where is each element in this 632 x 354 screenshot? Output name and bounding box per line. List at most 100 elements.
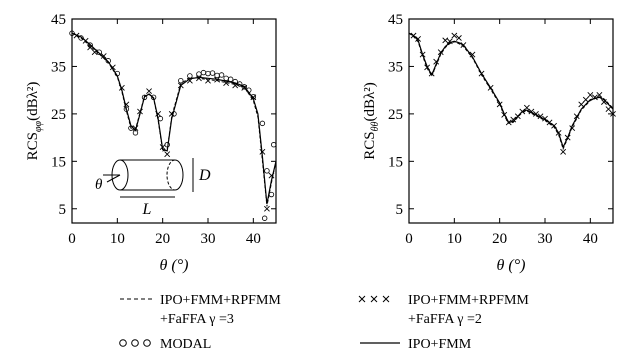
y-axis-label-main: RCS bbox=[25, 132, 41, 160]
y-axis-label-main: RCS bbox=[362, 131, 378, 159]
modal-point bbox=[164, 142, 170, 148]
cross-mark bbox=[578, 101, 585, 108]
x-tick-label: 0 bbox=[68, 231, 76, 247]
cross-point bbox=[437, 49, 444, 56]
y-axis-label-unit: (dBλ²) bbox=[362, 82, 378, 121]
x-tick-label: 30 bbox=[201, 231, 216, 247]
x-tick-label: 30 bbox=[538, 231, 553, 247]
cross-mark bbox=[514, 113, 521, 120]
legend-label: IPO+FMM bbox=[408, 337, 472, 352]
y-axis-label-unit: (dBλ²) bbox=[25, 82, 41, 121]
cross-mark bbox=[137, 108, 143, 115]
cross-point bbox=[410, 32, 417, 39]
modal-point bbox=[69, 30, 75, 36]
cross-point bbox=[591, 94, 598, 101]
cross-mark bbox=[146, 88, 152, 95]
cross-point bbox=[177, 82, 184, 89]
incidence-ray bbox=[106, 174, 121, 183]
cross-mark bbox=[582, 96, 589, 103]
cross-mark bbox=[510, 116, 517, 123]
cross-mark bbox=[433, 58, 440, 65]
cross-point bbox=[264, 205, 270, 212]
legend-label: MODAL bbox=[160, 337, 211, 352]
cross-mark bbox=[519, 108, 526, 115]
cross-point bbox=[460, 42, 467, 49]
modal-point bbox=[87, 42, 93, 48]
cross-mark bbox=[451, 32, 458, 39]
legend-cross-mark bbox=[358, 295, 366, 303]
cross-point bbox=[478, 70, 485, 77]
cross-point bbox=[433, 58, 440, 65]
cross-point bbox=[523, 104, 530, 111]
modal-point bbox=[241, 84, 247, 90]
cross-mark bbox=[460, 42, 467, 49]
cross-point bbox=[487, 84, 494, 91]
cross-mark bbox=[259, 148, 266, 155]
legend-item-cross: IPO+FMM+RPFMM +FaFFA γ =2 bbox=[358, 293, 529, 327]
cross-mark bbox=[528, 108, 535, 115]
cross-mark bbox=[415, 36, 421, 42]
cylinder-body bbox=[120, 159, 175, 191]
modal-point bbox=[105, 58, 111, 64]
cross-point bbox=[605, 106, 612, 113]
tick-marks bbox=[408, 18, 613, 223]
cross-mark bbox=[478, 70, 485, 77]
legend-cross-mark bbox=[370, 295, 378, 303]
legend-swatch-cross bbox=[358, 295, 390, 303]
cross-mark bbox=[546, 119, 553, 126]
cross-point bbox=[537, 113, 544, 120]
cross-point bbox=[146, 88, 152, 95]
cross-point bbox=[573, 113, 580, 120]
modal-point bbox=[157, 115, 164, 122]
legend-swatch-circle bbox=[119, 339, 127, 347]
cross-mark bbox=[118, 84, 125, 91]
cross-mark bbox=[268, 172, 275, 179]
cross-point bbox=[469, 51, 476, 58]
cross-mark bbox=[533, 110, 539, 117]
y-tick-label: 25 bbox=[388, 107, 403, 123]
cross-mark bbox=[505, 119, 512, 126]
cross-point bbox=[528, 108, 535, 115]
cross-mark bbox=[542, 115, 548, 122]
legend-item-circle: MODAL bbox=[119, 337, 211, 352]
legend-swatch-circle bbox=[131, 339, 139, 347]
cross-point bbox=[546, 119, 553, 126]
cross-point bbox=[451, 32, 458, 39]
cross-mark bbox=[601, 99, 607, 105]
y-tick-label: 35 bbox=[51, 59, 66, 75]
cross-point bbox=[569, 125, 576, 132]
modal-point bbox=[200, 69, 207, 76]
modal-point bbox=[141, 94, 148, 100]
cross-point bbox=[205, 77, 211, 84]
cross-point bbox=[424, 64, 431, 71]
cross-point bbox=[118, 84, 125, 91]
modal-point bbox=[209, 70, 216, 76]
y-tick-label: 15 bbox=[51, 154, 66, 170]
cross-point bbox=[109, 64, 116, 71]
plot-frame bbox=[408, 18, 614, 224]
modal-point bbox=[264, 168, 270, 174]
cross-mark bbox=[186, 77, 193, 84]
cross-mark bbox=[591, 94, 598, 101]
tick-marks bbox=[71, 18, 276, 223]
plot-frame bbox=[71, 18, 277, 224]
y-tick-label: 25 bbox=[51, 107, 66, 123]
cross-point bbox=[610, 110, 616, 117]
cross-mark bbox=[469, 51, 476, 58]
cross-mark bbox=[73, 32, 80, 39]
cross-point bbox=[428, 70, 435, 77]
cross-point bbox=[223, 80, 230, 86]
series-line-ipo-fmm bbox=[408, 32, 614, 149]
cross-point bbox=[137, 108, 143, 115]
cross-mark bbox=[241, 84, 248, 91]
cross-mark bbox=[214, 76, 220, 83]
cross-mark bbox=[419, 51, 426, 58]
series-line-ipo-fmm bbox=[71, 32, 277, 205]
y-axis-label-sub: θθ bbox=[370, 121, 381, 131]
cross-point bbox=[505, 119, 512, 126]
cross-point bbox=[582, 96, 589, 103]
cross-mark bbox=[442, 37, 449, 44]
cross-mark bbox=[264, 205, 270, 212]
cross-point bbox=[551, 122, 557, 129]
